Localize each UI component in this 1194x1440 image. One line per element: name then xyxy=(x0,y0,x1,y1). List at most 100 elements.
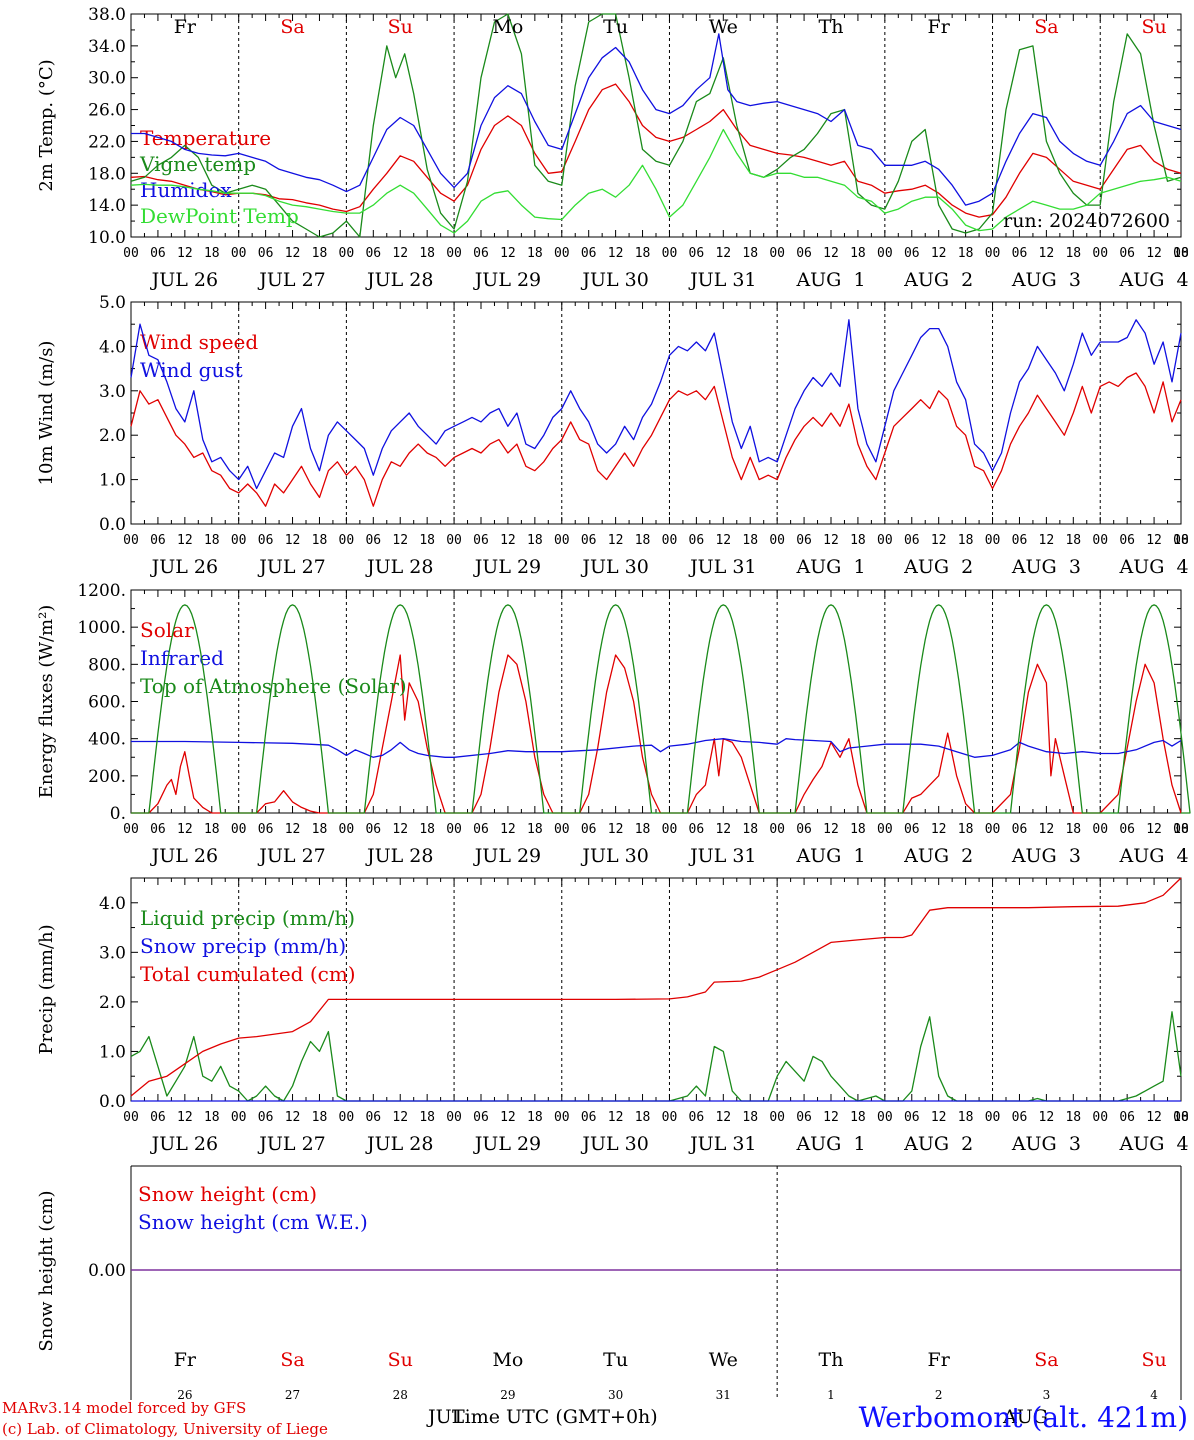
y-axis-label: Energy fluxes (W/m²) xyxy=(36,605,57,799)
hour-tick-label: 18 xyxy=(204,822,220,837)
hour-tick-label: 18 xyxy=(1173,246,1189,261)
hour-tick-label: 18 xyxy=(527,533,543,548)
credits-line-1: MARv3.14 model forced by GFS xyxy=(2,1399,246,1417)
hour-tick-label: 12 xyxy=(823,1110,839,1125)
date-label: AUG 4 xyxy=(1119,269,1189,291)
y-tick-label: 10.0 xyxy=(88,228,126,248)
date-label: AUG 1 xyxy=(795,269,865,291)
hour-tick-label: 12 xyxy=(715,822,731,837)
legend-entry: Humidex xyxy=(140,178,232,202)
panel-4: 0.0 1.0 2.0 3.0 4.0 Precip (mm/h) 00 06 12 18 JUL … xyxy=(36,877,1189,1155)
hour-tick-label: 18 xyxy=(958,1110,974,1125)
date-label: JUL 29 xyxy=(473,556,541,578)
hour-tick-label: 00 xyxy=(339,822,355,837)
hour-tick-label: 00 xyxy=(123,246,139,261)
hour-tick-label: 12 xyxy=(823,533,839,548)
hour-tick-label: 18 xyxy=(312,822,328,837)
panel-5: 0.00 Snow height (cm) Snow height (cm) Snow… xyxy=(36,1165,1182,1402)
hour-tick-label: 18 xyxy=(742,822,758,837)
day-name-label: Mo xyxy=(492,1349,523,1371)
date-label: AUG 4 xyxy=(1119,556,1189,578)
date-label: JUL 29 xyxy=(473,845,541,867)
hour-tick-label: 06 xyxy=(258,246,274,261)
date-label: JUL 28 xyxy=(365,1133,433,1155)
date-label: JUL 27 xyxy=(257,1133,325,1155)
day-number-label: 26 xyxy=(177,1388,192,1402)
hour-tick-label: 12 xyxy=(608,1110,624,1125)
day-name-label: Su xyxy=(1141,1349,1166,1371)
y-tick-label: 0.0 xyxy=(99,515,126,535)
hour-tick-label: 18 xyxy=(527,246,543,261)
hour-tick-label: 12 xyxy=(608,533,624,548)
hour-tick-label: 06 xyxy=(1119,822,1135,837)
date-label: JUL 28 xyxy=(365,269,433,291)
hour-tick-label: 06 xyxy=(796,822,812,837)
y-tick-label: 18.0 xyxy=(88,164,126,184)
date-label: JUL 31 xyxy=(688,269,756,291)
y-tick-label: 0.00 xyxy=(88,1261,126,1281)
legend-entry: Top of Atmosphere (Solar) xyxy=(140,674,407,698)
hour-tick-label: 00 xyxy=(1173,246,1189,261)
legend-entry: Total cumulated (cm) xyxy=(140,962,356,986)
date-label: JUL 26 xyxy=(150,269,218,291)
hour-tick-label: 06 xyxy=(1012,533,1028,548)
hour-tick-label: 00 xyxy=(662,246,678,261)
hour-tick-label: 12 xyxy=(392,533,408,548)
hour-tick-label: 06 xyxy=(365,246,381,261)
series-solar xyxy=(131,654,1182,814)
day-number-label: 28 xyxy=(393,1388,408,1402)
hour-tick-label: 18 xyxy=(958,533,974,548)
hour-tick-label: 12 xyxy=(715,246,731,261)
hour-tick-label: 12 xyxy=(1039,822,1055,837)
hour-tick-label: 18 xyxy=(850,533,866,548)
hour-tick-label: 06 xyxy=(365,1110,381,1125)
hour-tick-label: 12 xyxy=(177,822,193,837)
y-tick-label: 30.0 xyxy=(88,69,126,89)
date-label: AUG 4 xyxy=(1119,845,1189,867)
date-label: AUG 2 xyxy=(903,1133,973,1155)
date-label: JUL 27 xyxy=(257,269,325,291)
hour-tick-label: 06 xyxy=(1012,822,1028,837)
hour-tick-label: 00 xyxy=(769,1110,785,1125)
hour-tick-label: 18 xyxy=(850,246,866,261)
hour-tick-label: 12 xyxy=(715,1110,731,1125)
legend-entry: Solar xyxy=(140,618,194,642)
y-tick-label: 4.0 xyxy=(99,337,126,357)
hour-tick-label: 00 xyxy=(123,1110,139,1125)
hour-tick-label: 06 xyxy=(904,822,920,837)
hour-tick-label: 12 xyxy=(1039,1110,1055,1125)
hour-tick-label: 06 xyxy=(581,1110,597,1125)
hour-tick-label: 18 xyxy=(635,822,651,837)
hour-tick-label: 06 xyxy=(904,1110,920,1125)
hour-tick-label: 18 xyxy=(527,1110,543,1125)
series-wind-gust xyxy=(130,319,1182,490)
day-number-label: 1 xyxy=(827,1388,835,1402)
panel-2: 0.0 1.0 2.0 3.0 4.0 5.0 10m Wind (m/s) 00 06 12 18… xyxy=(36,293,1189,578)
hour-tick-label: 06 xyxy=(1119,246,1135,261)
hour-tick-label: 18 xyxy=(1065,533,1081,548)
date-label: JUL 31 xyxy=(688,1133,756,1155)
y-tick-label: 1.0 xyxy=(99,471,126,491)
hour-tick-label: 12 xyxy=(1039,246,1055,261)
hour-tick-label: 18 xyxy=(850,1110,866,1125)
hour-tick-label: 06 xyxy=(796,246,812,261)
series-humidex xyxy=(131,33,1182,206)
day-name-label: Sa xyxy=(1034,16,1058,38)
day-name-label: We xyxy=(709,16,738,38)
hour-tick-label: 00 xyxy=(1173,1110,1189,1125)
hour-tick-label: 12 xyxy=(285,533,301,548)
hour-tick-label: 06 xyxy=(473,1110,489,1125)
hour-tick-label: 00 xyxy=(985,1110,1001,1125)
hour-tick-label: 00 xyxy=(1092,822,1108,837)
date-label: JUL 31 xyxy=(688,845,756,867)
date-label: JUL 26 xyxy=(150,556,218,578)
date-label: JUL 29 xyxy=(473,1133,541,1155)
date-label: JUL 29 xyxy=(473,269,541,291)
y-tick-label: 5.0 xyxy=(99,293,126,313)
hour-tick-label: 18 xyxy=(958,822,974,837)
day-name-label: Sa xyxy=(280,16,304,38)
day-name-label: We xyxy=(709,1349,738,1371)
credits-line-2: (c) Lab. of Climatology, University of L… xyxy=(2,1420,328,1438)
day-name-label: Fr xyxy=(174,16,197,38)
